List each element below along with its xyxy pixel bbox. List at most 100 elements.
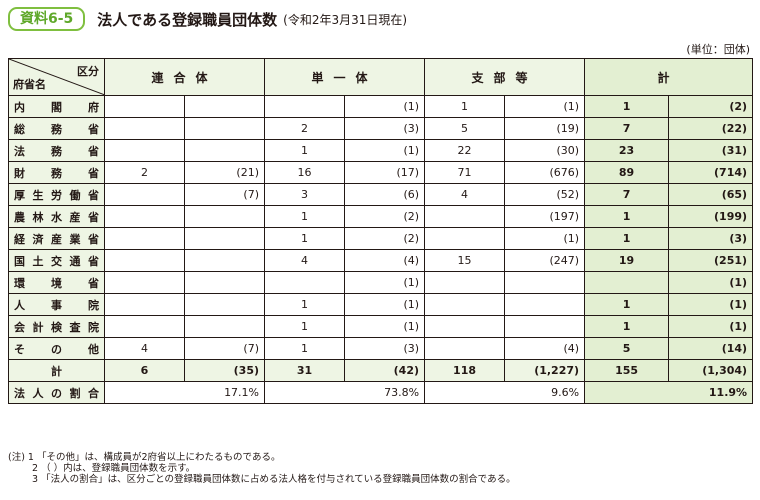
- column-header-rengotai: 連合体: [103, 58, 266, 96]
- registered-count-cell: [183, 117, 266, 140]
- registered-count-cell: (17): [344, 161, 426, 184]
- table-row: 人事院 1 (1) 1 (1): [8, 293, 754, 316]
- registered-count-cell: [183, 315, 266, 338]
- total-row: 計 6 (35) 31 (42) 118 (1,227) 155 (1,304): [8, 359, 754, 382]
- count-cell: 71: [424, 161, 506, 184]
- count-cell: [424, 271, 506, 294]
- count-cell: 1: [264, 205, 346, 228]
- row-label: 内閣府: [8, 95, 105, 118]
- registered-count-cell: (1): [668, 293, 754, 316]
- registered-count-cell: (35): [183, 359, 266, 382]
- table-row: 環境省 (1) (1): [8, 271, 754, 294]
- ratio-cell: 17.1%: [103, 381, 266, 404]
- registered-count-cell: (3): [344, 117, 426, 140]
- registered-count-cell: [183, 227, 266, 250]
- count-cell: 1: [264, 337, 346, 360]
- count-cell: [264, 271, 346, 294]
- unit-label: (単位：団体): [686, 43, 750, 56]
- table-row: 国土交通省 4 (4) 15 (247) 19 (251): [8, 249, 754, 272]
- row-label: その他: [8, 337, 105, 360]
- registered-count-cell: (30): [504, 139, 586, 162]
- registered-count-cell: (52): [504, 183, 586, 206]
- registered-count-cell: (65): [668, 183, 754, 206]
- footnote-2: 2 （ ）内は、登録職員団体数を示す。: [32, 463, 196, 474]
- count-cell: 19: [584, 249, 670, 272]
- row-label: 計: [8, 359, 105, 382]
- registered-count-cell: (247): [504, 249, 586, 272]
- footnotes: (注) 1 「その他」は、構成員が2府省以上にわたるものである。 2 （ ）内は…: [8, 452, 516, 485]
- count-cell: [424, 337, 506, 360]
- count-cell: 1: [584, 315, 670, 338]
- registered-count-cell: (1): [344, 139, 426, 162]
- registered-count-cell: [504, 293, 586, 316]
- registered-count-cell: (1): [344, 293, 426, 316]
- count-cell: [104, 315, 185, 338]
- registered-count-cell: (199): [668, 205, 754, 228]
- table-row: 経済産業省 1 (2) (1) 1 (3): [8, 227, 754, 250]
- column-header-tanitsutai: 単一体: [264, 58, 426, 96]
- table-row: 内閣府 (1) 1 (1) 1 (2): [8, 95, 754, 118]
- count-cell: 7: [584, 183, 670, 206]
- row-label: 人事院: [8, 293, 105, 316]
- corner-label-category: 区分: [77, 65, 99, 78]
- title-row: 資料6-5 法人である登録職員団体数 (令和2年3月31日現在): [8, 6, 407, 32]
- registered-count-cell: [183, 293, 266, 316]
- registered-count-cell: [183, 139, 266, 162]
- as-of-date: (令和2年3月31日現在): [283, 12, 408, 27]
- registered-count-cell: (3): [668, 227, 754, 250]
- registered-count-cell: (251): [668, 249, 754, 272]
- registered-count-cell: (3): [344, 337, 426, 360]
- footnote-1: (注) 1 「その他」は、構成員が2府省以上にわたるものである。: [8, 452, 281, 463]
- count-cell: [264, 95, 346, 118]
- ratio-cell: 11.9%: [584, 381, 754, 404]
- count-cell: 1: [424, 95, 506, 118]
- row-label: 厚生労働省: [8, 183, 105, 206]
- count-cell: 31: [264, 359, 346, 382]
- registered-count-cell: (676): [504, 161, 586, 184]
- row-label: 法務省: [8, 139, 105, 162]
- registered-count-cell: (714): [668, 161, 754, 184]
- count-cell: 155: [584, 359, 670, 382]
- registered-count-cell: (1,227): [504, 359, 586, 382]
- registered-count-cell: (1): [344, 315, 426, 338]
- registered-count-cell: (1,304): [668, 359, 754, 382]
- count-cell: 1: [264, 293, 346, 316]
- table-row: 農林水産省 1 (2) (197) 1 (199): [8, 205, 754, 228]
- employee-organizations-table: 区分 府省名 連合体 単一体 支部等 計 内閣府 (1) 1 (1) 1 (2) 総務省 2(…: [8, 58, 754, 404]
- row-label: 法人の割合: [8, 381, 105, 404]
- count-cell: [424, 227, 506, 250]
- footnote-3: 3 「法人の割合」は、区分ごとの登録職員団体数に占める法人格を付与されている登録…: [32, 474, 516, 485]
- registered-count-cell: (1): [668, 271, 754, 294]
- registered-count-cell: (21): [183, 161, 266, 184]
- table-row: 財務省 2 (21) 16 (17) 71 (676) 89 (714): [8, 161, 754, 184]
- corner-header: 区分 府省名: [8, 58, 105, 96]
- registered-count-cell: (14): [668, 337, 754, 360]
- row-label: 国土交通省: [8, 249, 105, 272]
- count-cell: 1: [584, 205, 670, 228]
- ratio-row: 法人の割合 17.1% 73.8% 9.6% 11.9%: [8, 381, 754, 404]
- count-cell: 1: [584, 227, 670, 250]
- count-cell: [104, 139, 185, 162]
- count-cell: [104, 95, 185, 118]
- registered-count-cell: (1): [344, 271, 426, 294]
- registered-count-cell: (42): [344, 359, 426, 382]
- registered-count-cell: [504, 271, 586, 294]
- count-cell: 118: [424, 359, 506, 382]
- count-cell: [104, 205, 185, 228]
- count-cell: [104, 117, 185, 140]
- registered-count-cell: [183, 205, 266, 228]
- corner-label-ministry: 府省名: [13, 78, 46, 91]
- registered-count-cell: (197): [504, 205, 586, 228]
- count-cell: 16: [264, 161, 346, 184]
- ratio-cell: 9.6%: [424, 381, 586, 404]
- row-label: 経済産業省: [8, 227, 105, 250]
- registered-count-cell: (7): [183, 337, 266, 360]
- row-label: 財務省: [8, 161, 105, 184]
- registered-count-cell: (22): [668, 117, 754, 140]
- count-cell: 23: [584, 139, 670, 162]
- count-cell: 5: [584, 337, 670, 360]
- row-label: 農林水産省: [8, 205, 105, 228]
- registered-count-cell: [183, 249, 266, 272]
- registered-count-cell: [504, 315, 586, 338]
- count-cell: [424, 315, 506, 338]
